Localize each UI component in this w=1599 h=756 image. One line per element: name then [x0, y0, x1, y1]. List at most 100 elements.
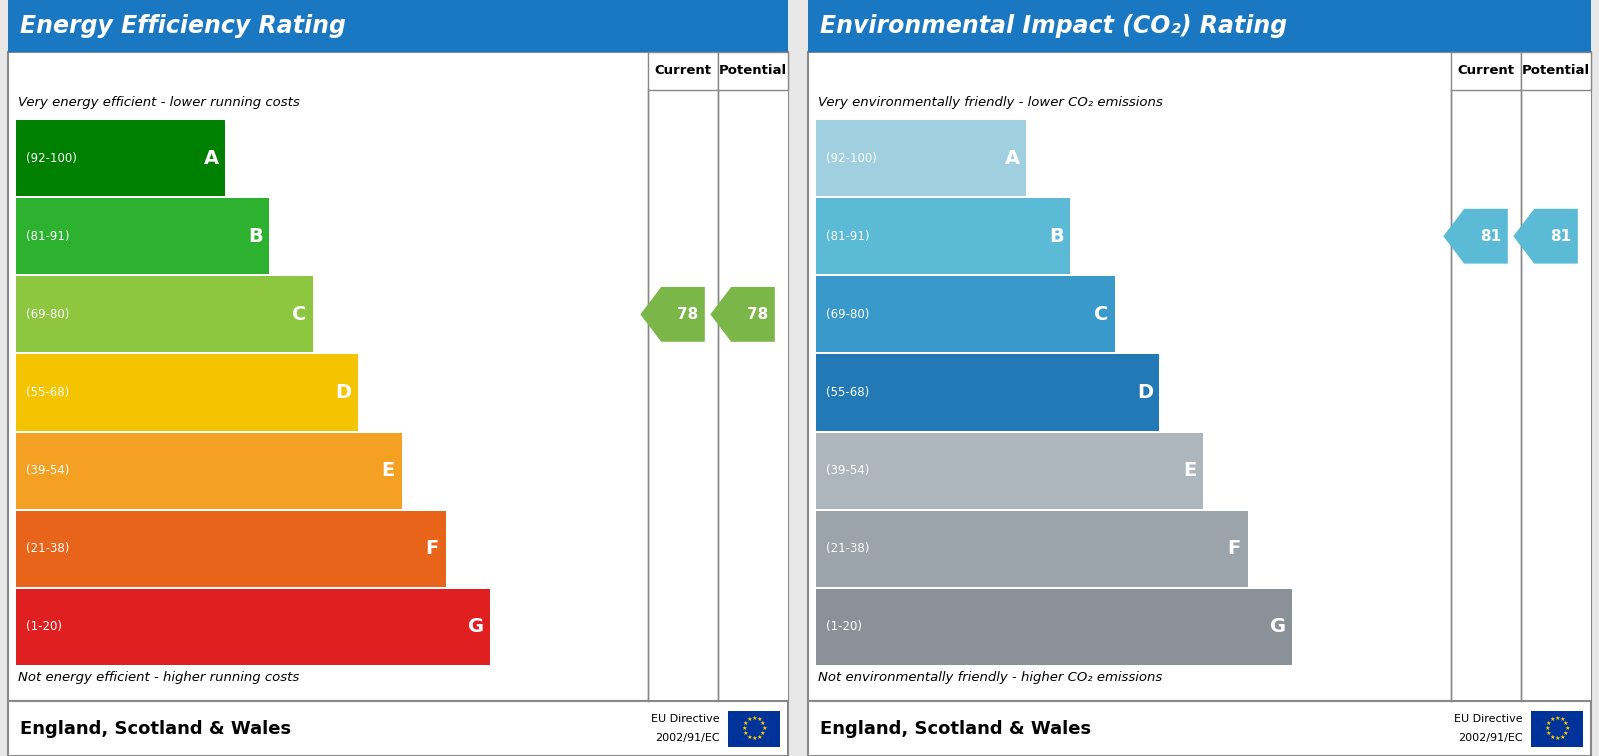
- Text: ★: ★: [760, 721, 766, 726]
- Text: (21-38): (21-38): [827, 542, 870, 556]
- Text: (69-80): (69-80): [26, 308, 69, 321]
- Text: ★: ★: [752, 736, 756, 741]
- Bar: [16, 511, 446, 587]
- Bar: [815, 511, 1247, 587]
- Text: ★: ★: [747, 735, 752, 739]
- Text: G: G: [1270, 618, 1286, 637]
- Text: ★: ★: [752, 716, 756, 721]
- Text: ★: ★: [1559, 717, 1565, 722]
- Text: ★: ★: [1559, 735, 1565, 739]
- Text: (55-68): (55-68): [827, 386, 870, 399]
- Text: D: D: [1137, 383, 1153, 402]
- Text: ★: ★: [1549, 735, 1554, 739]
- Text: ★: ★: [1554, 716, 1559, 721]
- Text: (92-100): (92-100): [26, 151, 77, 165]
- Bar: [16, 276, 313, 352]
- Text: (39-54): (39-54): [827, 464, 870, 477]
- Text: E: E: [381, 461, 395, 480]
- Text: (69-80): (69-80): [827, 308, 870, 321]
- Bar: [1521, 52, 1591, 90]
- Text: 2002/91/EC: 2002/91/EC: [1458, 733, 1522, 743]
- Text: G: G: [469, 618, 484, 637]
- Text: Current: Current: [654, 64, 712, 78]
- Bar: [1521, 90, 1591, 701]
- Text: E: E: [1183, 461, 1196, 480]
- Text: (81-91): (81-91): [827, 230, 870, 243]
- Text: (39-54): (39-54): [26, 464, 69, 477]
- Bar: [815, 432, 1204, 509]
- Polygon shape: [1513, 209, 1578, 264]
- Text: Not environmentally friendly - higher CO₂ emissions: Not environmentally friendly - higher CO…: [819, 671, 1162, 684]
- Bar: [16, 120, 225, 196]
- Text: Not energy efficient - higher running costs: Not energy efficient - higher running co…: [18, 671, 299, 684]
- Text: ★: ★: [1545, 726, 1549, 731]
- Text: ★: ★: [1562, 721, 1569, 726]
- Text: C: C: [293, 305, 307, 324]
- Text: (1-20): (1-20): [827, 621, 862, 634]
- Bar: [807, 0, 1591, 52]
- Bar: [8, 0, 788, 52]
- Text: F: F: [1226, 539, 1241, 558]
- Text: ★: ★: [1549, 717, 1554, 722]
- Bar: [8, 701, 788, 756]
- Text: Current: Current: [1458, 64, 1514, 78]
- Bar: [815, 120, 1027, 196]
- Text: 2002/91/EC: 2002/91/EC: [656, 733, 720, 743]
- Text: ★: ★: [761, 726, 768, 731]
- Text: EU Directive: EU Directive: [651, 714, 720, 724]
- Text: (92-100): (92-100): [827, 151, 876, 165]
- Text: D: D: [336, 383, 352, 402]
- Bar: [815, 276, 1115, 352]
- Text: (1-20): (1-20): [26, 621, 62, 634]
- Text: A: A: [203, 149, 219, 168]
- Bar: [648, 90, 718, 701]
- Bar: [807, 701, 1591, 756]
- Text: ★: ★: [1562, 731, 1569, 736]
- Bar: [16, 432, 401, 509]
- Text: ★: ★: [740, 726, 747, 731]
- Polygon shape: [640, 287, 705, 342]
- Text: ★: ★: [760, 731, 766, 736]
- Bar: [815, 355, 1159, 431]
- Bar: [16, 589, 489, 665]
- Text: ★: ★: [756, 717, 761, 722]
- Bar: [16, 198, 269, 274]
- Text: England, Scotland & Wales: England, Scotland & Wales: [820, 720, 1091, 738]
- Text: 81: 81: [1479, 229, 1501, 243]
- Text: 78: 78: [747, 307, 768, 322]
- Text: England, Scotland & Wales: England, Scotland & Wales: [21, 720, 291, 738]
- Text: (21-38): (21-38): [26, 542, 69, 556]
- Text: Very energy efficient - lower running costs: Very energy efficient - lower running co…: [18, 96, 299, 109]
- Text: ★: ★: [742, 731, 748, 736]
- Text: EU Directive: EU Directive: [1455, 714, 1522, 724]
- Text: Potential: Potential: [1522, 64, 1589, 78]
- Text: Potential: Potential: [720, 64, 787, 78]
- Polygon shape: [710, 287, 776, 342]
- Bar: [815, 589, 1292, 665]
- Text: ★: ★: [1554, 736, 1559, 741]
- Text: F: F: [425, 539, 438, 558]
- Text: 81: 81: [1549, 229, 1570, 243]
- Bar: [807, 52, 1591, 701]
- Text: ★: ★: [756, 735, 761, 739]
- Text: (55-68): (55-68): [26, 386, 69, 399]
- Text: Environmental Impact (CO₂) Rating: Environmental Impact (CO₂) Rating: [820, 14, 1287, 38]
- Text: ★: ★: [742, 721, 748, 726]
- Text: B: B: [248, 227, 262, 246]
- Bar: [718, 52, 788, 90]
- Text: A: A: [1004, 149, 1020, 168]
- Bar: [8, 52, 788, 701]
- Text: ★: ★: [1546, 731, 1551, 736]
- Bar: [1530, 711, 1583, 746]
- Bar: [648, 52, 718, 90]
- Text: B: B: [1049, 227, 1063, 246]
- Bar: [815, 198, 1070, 274]
- Bar: [1450, 90, 1521, 701]
- Text: C: C: [1094, 305, 1108, 324]
- Text: ★: ★: [1564, 726, 1570, 731]
- Text: ★: ★: [1546, 721, 1551, 726]
- Bar: [728, 711, 780, 746]
- Text: (81-91): (81-91): [26, 230, 69, 243]
- Polygon shape: [1444, 209, 1508, 264]
- Bar: [718, 90, 788, 701]
